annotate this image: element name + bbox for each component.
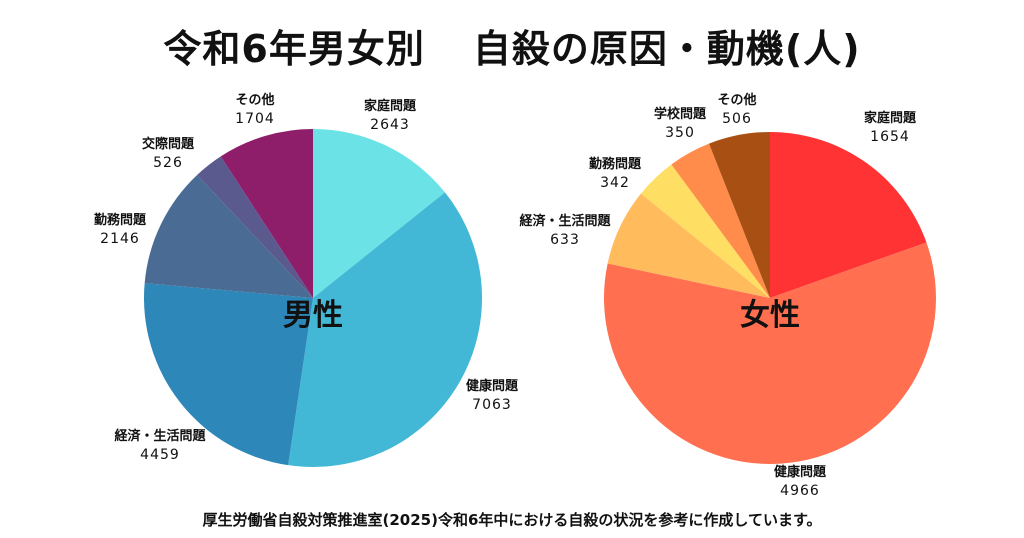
female-slice-3: [607, 193, 770, 298]
female-slice-5: [671, 143, 770, 298]
female-slice-6: [709, 132, 770, 298]
male-label-value: 2146: [100, 231, 140, 247]
female-label-value: 633: [550, 232, 580, 248]
page-title: 令和6年男女別 自殺の原因・動機(人): [0, 18, 1024, 73]
male-label-category: 勤務問題: [94, 212, 147, 228]
male-label-value: 2643: [370, 117, 410, 133]
male-slice-6: [220, 129, 313, 298]
male-slice-3: [143, 283, 313, 466]
male-label-value: 7063: [472, 397, 512, 413]
female-slice-1: [770, 132, 927, 298]
female-center-label: 女性: [740, 298, 800, 333]
male-label-value: 4459: [140, 447, 180, 463]
title-left: 令和6年男女別: [163, 27, 425, 71]
male-slice-4: [144, 175, 313, 298]
title-right: 自殺の原因・動機(人): [472, 27, 861, 71]
female-label-value: 4966: [780, 483, 820, 499]
male-slice-2: [288, 192, 483, 467]
male-slice-1: [313, 129, 445, 298]
female-label-value: 342: [600, 175, 630, 191]
female-label-category: 家庭問題: [864, 110, 917, 126]
source-note: 厚生労働省自殺対策推進室(2025)令和6年中における自殺の状況を参考に作成して…: [202, 511, 822, 529]
male-center-label: 男性: [283, 298, 343, 333]
male-label-value: 1704: [235, 111, 275, 127]
female-label-value: 350: [665, 125, 695, 141]
male-slice-5: [197, 156, 313, 298]
male-pie: 家庭問題 2643 健康問題 7063 経済・生活問題 4459 勤務問題 2146 交際問題 5…: [94, 92, 519, 467]
male-label-category: その他: [235, 92, 274, 108]
female-label-category: 健康問題: [774, 464, 827, 480]
female-slice-4: [640, 164, 770, 298]
male-label-category: 家庭問題: [364, 98, 417, 114]
male-label-category: 健康問題: [466, 378, 519, 394]
female-label-value: 1654: [870, 129, 910, 145]
female-label-category: その他: [717, 92, 756, 108]
female-label-category: 経済・生活問題: [519, 213, 611, 229]
female-label-category: 学校問題: [654, 106, 707, 122]
male-label-category: 経済・生活問題: [114, 428, 206, 444]
male-label-value: 526: [153, 155, 183, 171]
female-label-value: 506: [722, 111, 752, 127]
female-pie: 家庭問題 1654 健康問題 4966 経済・生活問題 633 勤務問題 342 学校問題 350…: [519, 92, 937, 499]
male-label-category: 交際問題: [142, 136, 195, 152]
female-slice-2: [604, 242, 937, 464]
female-label-category: 勤務問題: [589, 156, 642, 172]
